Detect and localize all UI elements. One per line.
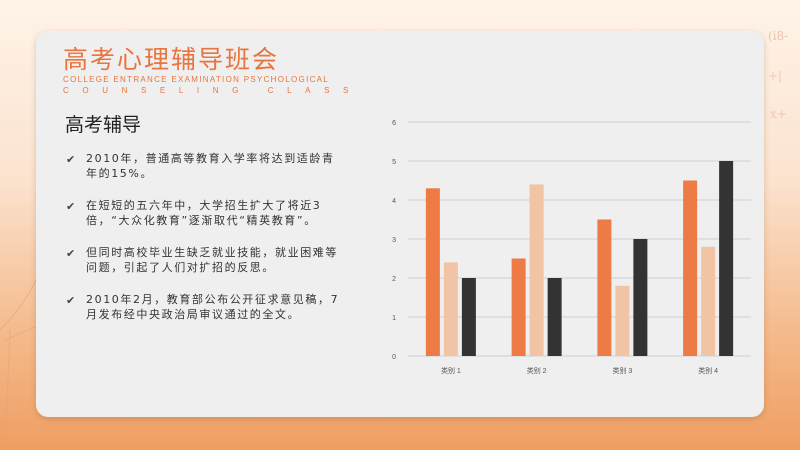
- y-tick-label: 1: [392, 315, 396, 322]
- checkmark-icon: ✔: [66, 200, 76, 213]
- y-tick-label: 0: [392, 354, 396, 361]
- bullet-text: 但同时高校毕业生缺乏就业技能，就业困难等问题，引起了人们对扩招的反思。: [86, 246, 338, 274]
- bar-series3-1: [461, 278, 476, 356]
- checkmark-icon: ✔: [66, 153, 76, 166]
- bar-series2-4: [701, 246, 716, 356]
- bar-chart: 0 1 2 3 4 5 6 类别 1 类别 2 类别 3 类别 4: [392, 120, 751, 375]
- slide-subtitle-line2: COUNSELING CLASS: [63, 86, 362, 95]
- bar-series2-2: [529, 184, 544, 356]
- y-tick-label: 4: [392, 198, 396, 205]
- slide-card: 高考心理辅导班会 COLLEGE ENTRANCE EXAMINATION PS…: [36, 31, 764, 417]
- slide-subtitle-line1: COLLEGE ENTRANCE EXAMINATION PSYCHOLOGIC…: [63, 75, 330, 84]
- x-tick-label: 类别 2: [527, 366, 547, 375]
- section-heading: 高考辅导: [65, 114, 142, 136]
- bullet-item: ✔ 在短短的五六年中，大学招生扩大了将近3倍，“大众化教育”逐渐取代“精英教育”…: [66, 198, 346, 228]
- bar-series2-1: [443, 262, 458, 356]
- bar-series1-4: [683, 180, 698, 356]
- bar-series1-3: [597, 219, 612, 356]
- x-tick-label: 类别 3: [612, 366, 632, 375]
- y-tick-label: 5: [392, 159, 396, 166]
- bullet-item: ✔ 但同时高校毕业生缺乏就业技能，就业困难等问题，引起了人们对扩招的反思。: [66, 245, 346, 275]
- bar-series1-1: [425, 188, 440, 356]
- slide-title: 高考心理辅导班会: [63, 45, 280, 74]
- bar-series3-2: [547, 278, 562, 356]
- svg-text:(i8-: (i8-: [768, 29, 788, 43]
- bullet-item: ✔ 2010年2月，教育部公布公开征求意见稿，7月发布经中央政治局审议通过的全文…: [66, 292, 346, 322]
- checkmark-icon: ✔: [66, 247, 76, 260]
- bullet-item: ✔ 2010年，普通高等教育入学率将达到适龄青年的15%。: [66, 151, 346, 181]
- x-tick-label: 类别 4: [698, 366, 718, 375]
- svg-text:+|: +|: [768, 69, 782, 83]
- x-tick-label: 类别 1: [441, 366, 461, 375]
- y-tick-label: 2: [392, 276, 396, 283]
- bar-series1-2: [511, 258, 526, 356]
- bullet-text: 2010年，普通高等教育入学率将达到适龄青年的15%。: [86, 152, 335, 180]
- y-tick-label: 6: [392, 120, 396, 127]
- bar-series3-4: [719, 161, 734, 356]
- svg-text:x+: x+: [770, 107, 787, 121]
- bar-series2-3: [615, 285, 630, 356]
- bullet-list: ✔ 2010年，普通高等教育入学率将达到适龄青年的15%。 ✔ 在短短的五六年中…: [66, 151, 346, 322]
- bullet-text: 在短短的五六年中，大学招生扩大了将近3倍，“大众化教育”逐渐取代“精英教育”。: [86, 199, 322, 227]
- bullet-text: 2010年2月，教育部公布公开征求意见稿，7月发布经中央政治局审议通过的全文。: [86, 293, 340, 321]
- y-tick-label: 3: [392, 237, 396, 244]
- bar-series3-3: [633, 239, 648, 356]
- checkmark-icon: ✔: [66, 294, 76, 307]
